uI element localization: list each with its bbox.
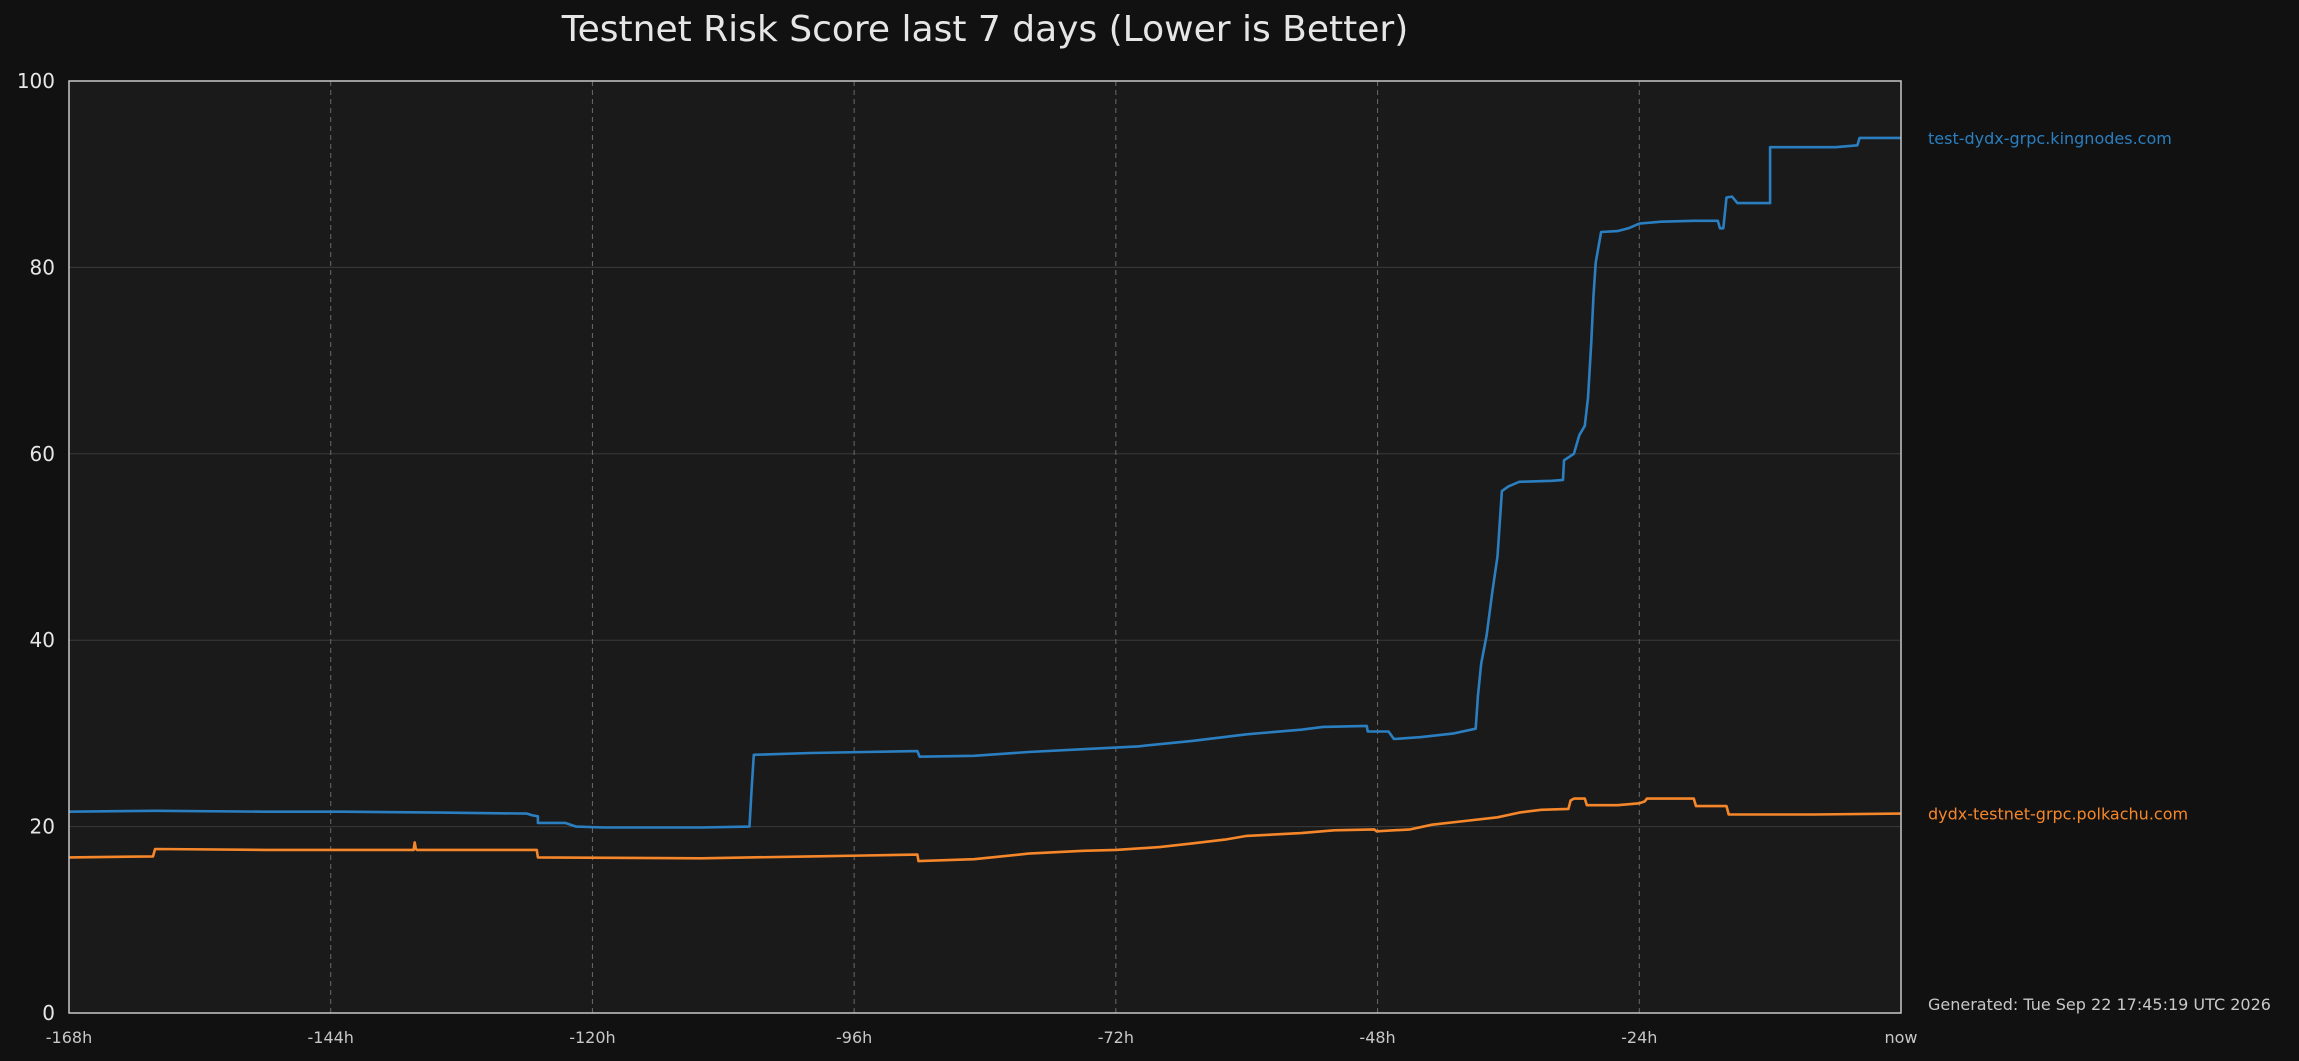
x-tick-label: -72h xyxy=(1098,1028,1134,1047)
x-tick-label: now xyxy=(1884,1028,1917,1047)
series-lines xyxy=(68,136,1902,863)
plot-area xyxy=(69,81,1901,1013)
series-labels: test-dydx-grpc.kingnodes.com dydx-testnet… xyxy=(1928,129,2188,824)
x-tick-label: -24h xyxy=(1621,1028,1657,1047)
grid-lines xyxy=(69,81,1901,1013)
y-tick-label: 0 xyxy=(42,1001,55,1025)
x-tick-label: -96h xyxy=(836,1028,872,1047)
plot-frame xyxy=(68,80,1902,1014)
x-tick-label: -144h xyxy=(307,1028,353,1047)
chart-title: Testnet Risk Score last 7 days (Lower is… xyxy=(561,9,1409,50)
x-tick-label: -168h xyxy=(46,1028,92,1047)
series-line xyxy=(68,136,1901,829)
x-tick-label: -48h xyxy=(1359,1028,1395,1047)
tick-labels: 0 20 40 60 80 100 -168h -144h -120h -96h -72h -48h -… xyxy=(17,69,1918,1047)
y-tick-label: 80 xyxy=(30,255,55,279)
series-line xyxy=(68,797,1902,863)
generated-timestamp: Generated: Tue Sep 22 17:45:19 UTC 2026 xyxy=(1928,995,2271,1014)
y-tick-label: 40 xyxy=(30,628,55,652)
y-tick-label: 20 xyxy=(30,815,55,839)
x-tick-label: -120h xyxy=(569,1028,615,1047)
y-tick-label: 60 xyxy=(30,442,55,466)
series-label: dydx-testnet-grpc.polkachu.com xyxy=(1928,805,2188,824)
series-label: test-dydx-grpc.kingnodes.com xyxy=(1928,129,2172,148)
y-tick-label: 100 xyxy=(17,69,55,93)
